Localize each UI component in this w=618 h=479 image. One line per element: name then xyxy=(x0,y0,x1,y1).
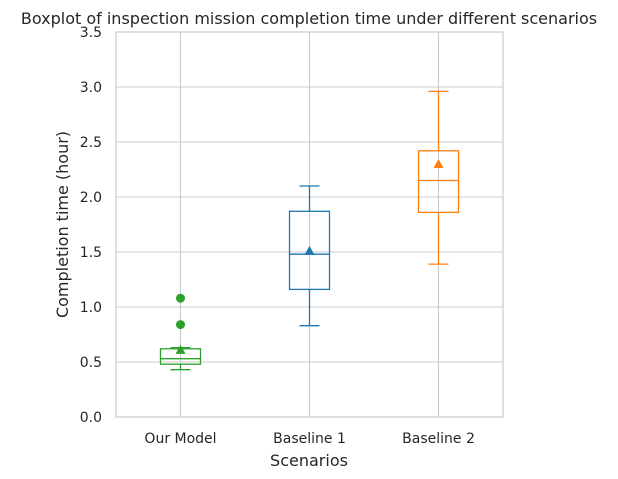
mean-marker xyxy=(304,245,315,255)
x-tick-label: Baseline 2 xyxy=(402,431,475,447)
y-tick-label: 3.0 xyxy=(80,80,102,96)
y-tick-label: 1.0 xyxy=(80,300,102,316)
x-tick-labels: Our Model Baseline 1 Baseline 2 xyxy=(144,431,474,447)
mean-marker xyxy=(175,344,186,354)
outlier-point xyxy=(176,320,185,330)
x-tick-label: Baseline 1 xyxy=(273,431,346,447)
box-group xyxy=(288,185,331,327)
y-tick-label: 2.0 xyxy=(80,190,102,206)
plot-area-frame xyxy=(115,31,504,418)
y-tick-labels: 0.0 0.5 1.0 1.5 2.0 2.5 3.0 3.5 xyxy=(80,25,102,426)
y-tick-label: 0.5 xyxy=(80,355,102,371)
y-axis-label: Completion time (hour) xyxy=(53,131,72,318)
y-tick-label: 3.5 xyxy=(80,25,102,41)
iqr-box xyxy=(288,210,331,291)
boxes xyxy=(159,90,460,371)
box-group xyxy=(417,90,460,265)
x-axis-label: Scenarios xyxy=(270,451,348,470)
box-group xyxy=(159,293,202,371)
y-tick-label: 0.0 xyxy=(80,410,102,426)
iqr-box xyxy=(417,150,460,214)
chart-title: Boxplot of inspection mission completion… xyxy=(21,9,597,28)
x-tick-label: Our Model xyxy=(144,431,216,447)
y-tick-label: 1.5 xyxy=(80,245,102,261)
outlier-point xyxy=(176,293,185,303)
mean-marker xyxy=(433,159,444,168)
y-tick-label: 2.5 xyxy=(80,135,102,151)
